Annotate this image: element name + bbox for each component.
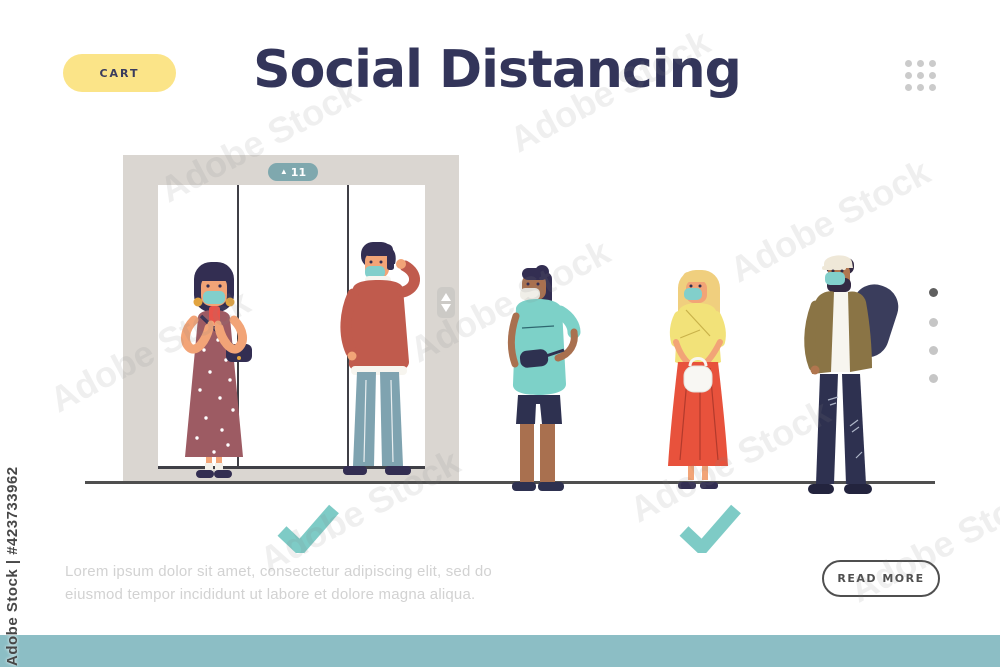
floor-number: 11 <box>290 165 307 179</box>
call-up-icon <box>441 293 451 301</box>
carousel-dot[interactable] <box>929 318 938 327</box>
carousel-dot-active[interactable] <box>929 288 938 297</box>
checkmark-icon <box>679 504 741 553</box>
watermark-side-text: Adobe Stock | #423733962 <box>4 466 21 666</box>
person-man-on-phone <box>340 242 420 475</box>
cart-button[interactable]: CART <box>63 54 176 92</box>
carousel-dot[interactable] <box>929 346 938 355</box>
grid-dot <box>929 84 936 91</box>
elevator-call-panel <box>437 287 455 318</box>
grid-dot <box>929 72 936 79</box>
page-title: Social Distancing <box>253 40 742 100</box>
grid-menu-icon[interactable] <box>905 60 941 92</box>
grid-dot <box>917 72 924 79</box>
grid-dot <box>917 84 924 91</box>
person-woman-fanny-pack <box>507 265 581 491</box>
person-man-backpack <box>804 255 899 494</box>
body-text: Lorem ipsum dolor sit amet, consectetur … <box>65 560 492 607</box>
grid-dot <box>917 60 924 67</box>
person-woman-red-skirt <box>668 270 728 489</box>
grid-dot <box>929 60 936 67</box>
grid-dot <box>905 60 912 67</box>
grid-dot <box>905 84 912 91</box>
grid-dot <box>905 72 912 79</box>
read-more-button[interactable]: READ MORE <box>822 560 940 597</box>
elevator-floor-indicator: ▲ 11 <box>268 163 318 181</box>
body-text-line2: eiusmod tempor incididunt ut labore et d… <box>65 586 476 604</box>
body-text-line1: Lorem ipsum dolor sit amet, consectetur … <box>65 563 492 580</box>
ground-line <box>85 481 935 484</box>
person-woman-polka-dress <box>181 262 252 478</box>
up-arrow-icon: ▲ <box>279 167 288 176</box>
elevator-floor-line <box>158 466 425 469</box>
footer-accent-bar <box>0 635 1000 667</box>
carousel-dot[interactable] <box>929 374 938 383</box>
checkmark-icon <box>277 504 339 553</box>
call-down-icon <box>441 304 451 312</box>
